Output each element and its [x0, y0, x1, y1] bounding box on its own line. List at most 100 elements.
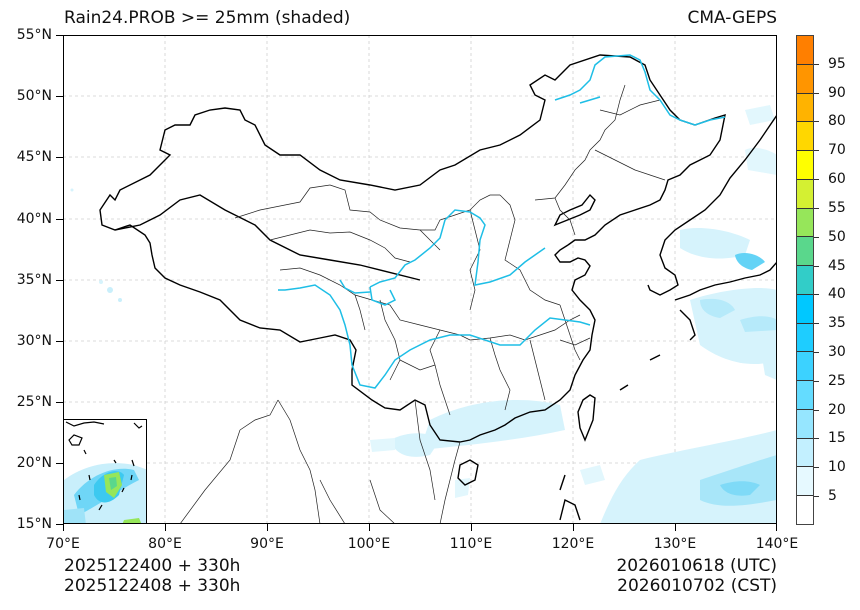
- colorbar-segment: [797, 408, 813, 438]
- colorbar-segment: [797, 466, 813, 496]
- y-tick-mark: [56, 341, 63, 343]
- x-tick-mark: [471, 524, 473, 531]
- model-name: CMA-GEPS: [687, 8, 777, 28]
- colorbar-tick: [814, 93, 819, 94]
- inset-map: [63, 419, 147, 524]
- x-tick-label: 90°E: [250, 536, 284, 552]
- colorbar-segment: [797, 207, 813, 237]
- colorbar-tick: [814, 323, 819, 324]
- colorbar-segment: [797, 178, 813, 208]
- chart-title: Rain24.PROB >= 25mm (shaded): [64, 8, 351, 28]
- x-tick-label: 70°E: [46, 536, 80, 552]
- y-tick-label: 30°N: [16, 333, 52, 349]
- x-tick-mark: [573, 524, 575, 531]
- x-tick-mark: [63, 524, 65, 531]
- colorbar-label: 35: [828, 315, 846, 331]
- colorbar-label: 55: [828, 200, 846, 216]
- x-tick-label: 100°E: [347, 536, 391, 552]
- init-time-line-1: 2025122400 + 330h: [64, 556, 241, 576]
- colorbar-segment: [797, 150, 813, 179]
- colorbar-segment: [797, 322, 813, 352]
- colorbar-label: 20: [828, 402, 846, 418]
- province-borders: [180, 84, 666, 523]
- colorbar-segment: [797, 293, 813, 323]
- valid-time-utc: 2026010618 (UTC): [616, 556, 777, 576]
- y-tick-label: 45°N: [16, 149, 52, 165]
- colorbar-label: 10: [828, 459, 846, 475]
- x-tick-mark: [776, 524, 778, 531]
- colorbar-label: 95: [828, 56, 846, 72]
- rivers: [278, 54, 726, 389]
- colorbar-segment: [797, 63, 813, 93]
- y-tick-mark: [56, 280, 63, 282]
- colorbar-label: 25: [828, 373, 846, 389]
- y-tick-label: 35°N: [16, 272, 52, 288]
- colorbar-label: 40: [828, 286, 846, 302]
- colorbar-label: 90: [828, 85, 846, 101]
- colorbar-label: 60: [828, 171, 846, 187]
- colorbar-label: 50: [828, 229, 846, 245]
- x-tick-mark: [675, 524, 677, 531]
- colorbar-segment: [797, 380, 813, 409]
- y-tick-mark: [56, 219, 63, 221]
- y-tick-label: 40°N: [16, 211, 52, 227]
- x-tick-mark: [369, 524, 371, 531]
- precip-shading: [70, 105, 776, 523]
- colorbar-segment: [797, 92, 813, 122]
- colorbar: [796, 35, 814, 525]
- colorbar-tick: [814, 64, 819, 65]
- colorbar-tick: [814, 179, 819, 180]
- x-tick-label: 120°E: [551, 536, 595, 552]
- map-panel: [63, 35, 777, 524]
- colorbar-tick: [814, 410, 819, 411]
- colorbar-segment: [797, 265, 813, 294]
- colorbar-tick: [814, 381, 819, 382]
- colorbar-tick: [814, 467, 819, 468]
- colorbar-tick: [814, 496, 819, 497]
- colorbar-segment: [797, 437, 813, 467]
- init-time-block: 2025122400 + 330h 2025122408 + 330h: [64, 556, 240, 596]
- y-tick-mark: [56, 524, 63, 526]
- valid-time-block: 2026010618 (UTC) 2026010702 (CST): [616, 556, 777, 596]
- x-tick-mark: [165, 524, 167, 531]
- colorbar-segment: [797, 351, 813, 381]
- colorbar-tick: [814, 150, 819, 151]
- colorbar-label: 15: [828, 430, 846, 446]
- colorbar-segment: [797, 236, 813, 266]
- y-tick-mark: [56, 96, 63, 98]
- y-tick-mark: [56, 35, 63, 37]
- colorbar-tick: [814, 438, 819, 439]
- y-tick-label: 20°N: [16, 455, 52, 471]
- y-tick-mark: [56, 157, 63, 159]
- y-tick-label: 50°N: [16, 88, 52, 104]
- x-tick-mark: [267, 524, 269, 531]
- x-tick-label: 140°E: [755, 536, 799, 552]
- colorbar-tick: [814, 294, 819, 295]
- map-canvas: [64, 36, 776, 523]
- colorbar-label: 70: [828, 142, 846, 158]
- colorbar-label: 5: [828, 488, 837, 504]
- colorbar-segment: [797, 495, 813, 525]
- inset-canvas: [64, 421, 146, 523]
- y-tick-mark: [56, 463, 63, 465]
- colorbar-label: 30: [828, 344, 846, 360]
- colorbar-tick: [814, 352, 819, 353]
- colorbar-tick: [814, 237, 819, 238]
- valid-time-cst: 2026010702 (CST): [617, 576, 777, 596]
- colorbar-tick: [814, 121, 819, 122]
- y-tick-label: 55°N: [16, 27, 52, 43]
- x-tick-label: 130°E: [653, 536, 697, 552]
- x-tick-label: 110°E: [449, 536, 493, 552]
- colorbar-tick: [814, 266, 819, 267]
- y-tick-mark: [56, 402, 63, 404]
- colorbar-segment: [797, 36, 813, 64]
- y-tick-label: 15°N: [16, 516, 52, 532]
- y-tick-label: 25°N: [16, 394, 52, 410]
- init-time-line-2: 2025122408 + 330h: [64, 576, 241, 596]
- colorbar-label: 80: [828, 113, 846, 129]
- x-tick-label: 80°E: [148, 536, 182, 552]
- colorbar-label: 45: [828, 258, 846, 274]
- colorbar-tick: [814, 208, 819, 209]
- country-borders: [99, 54, 776, 521]
- colorbar-segment: [797, 121, 813, 151]
